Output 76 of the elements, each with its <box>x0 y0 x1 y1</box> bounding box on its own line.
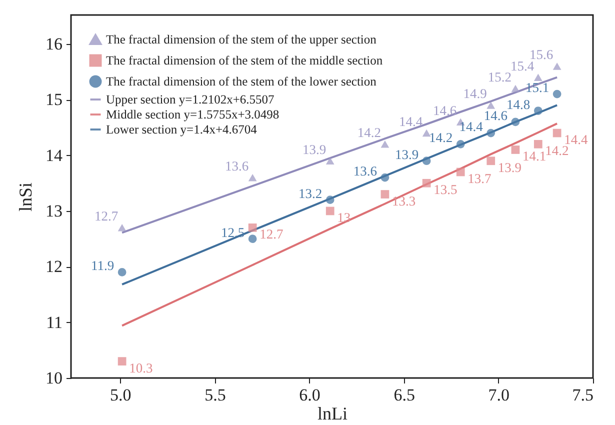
point <box>511 84 520 92</box>
point <box>511 118 520 126</box>
data-label: 12.5 <box>220 224 245 240</box>
y-tick-label: 12 <box>46 257 62 276</box>
x-tick-label: 7.0 <box>488 386 510 404</box>
point <box>552 128 562 138</box>
data-label: 11.9 <box>90 258 114 274</box>
point <box>534 74 542 81</box>
point <box>118 224 126 232</box>
x-axis-title: lnLi <box>318 404 348 424</box>
x-tick-label: 5.5 <box>204 386 226 404</box>
point <box>486 156 496 166</box>
data-label: 13.5 <box>434 182 458 198</box>
data-label: 14.8 <box>506 96 530 112</box>
y-tick-label: 15 <box>46 90 62 110</box>
point <box>422 129 431 137</box>
legend-label: Middle section y=1.5755x+3.0498 <box>106 108 280 122</box>
data-label: 14.2 <box>428 130 453 146</box>
point <box>534 106 542 115</box>
point <box>248 174 257 182</box>
data-label: 10.3 <box>129 360 153 376</box>
data-label: 13.7 <box>468 171 492 186</box>
y-tick-label: 14 <box>46 146 63 165</box>
data-label: 14.2 <box>357 125 381 140</box>
data-label: 13.2 <box>298 186 322 201</box>
point <box>552 62 562 70</box>
data-label: 12.7 <box>260 226 284 242</box>
y-tick-label: 10 <box>46 368 62 388</box>
data-label: 13.9 <box>498 160 522 175</box>
point <box>534 140 542 148</box>
point <box>326 157 334 164</box>
point <box>326 196 334 204</box>
point <box>248 234 257 243</box>
data-label: 14.4 <box>459 119 484 134</box>
data-label: 13.6 <box>353 164 378 179</box>
data-label: 12.7 <box>94 208 118 224</box>
point <box>422 156 431 166</box>
point <box>486 128 496 138</box>
y-tick-label: 16 <box>46 34 62 54</box>
data-label: 13.9 <box>394 146 419 162</box>
legend-label: The fractal dimension of the stem of the upper section <box>106 32 378 46</box>
data-label: 13 <box>337 210 351 225</box>
data-label: 15.1 <box>525 80 550 96</box>
point <box>552 90 562 98</box>
point <box>380 190 390 198</box>
point <box>118 357 126 366</box>
legend-label: Lower section y=1.4x+4.6704 <box>106 122 258 136</box>
point <box>380 173 390 182</box>
x-tick-label: 5.0 <box>110 386 132 404</box>
point <box>248 223 257 232</box>
data-label: 14.6 <box>484 108 508 123</box>
data-label: 13.6 <box>224 158 249 174</box>
legend-label: The fractal dimension of the stem of the middle section <box>106 54 384 68</box>
y-tick-label: 13 <box>46 201 62 220</box>
x-tick-label: 7.5 <box>572 386 594 404</box>
data-label: 14.9 <box>463 86 488 102</box>
data-label: 14.1 <box>522 148 546 164</box>
y-tick-label: 11 <box>46 312 62 332</box>
point <box>326 206 334 216</box>
data-label: 13.3 <box>392 193 416 208</box>
y-axis-title: lnSi <box>16 182 36 212</box>
x-tick-label: 6.0 <box>299 386 320 404</box>
legend-label: Upper section y=1.2102x+6.5507 <box>106 92 274 106</box>
legend-label: The fractal dimension of the stem of the lower section <box>106 74 378 88</box>
point <box>118 268 126 276</box>
point <box>511 146 520 154</box>
data-label: 15.2 <box>488 69 512 84</box>
point <box>486 102 496 109</box>
point <box>422 178 431 188</box>
data-label: 14.4 <box>398 114 423 130</box>
point <box>380 140 390 148</box>
data-label: 13.9 <box>302 142 326 157</box>
data-label: 14.6 <box>432 102 457 118</box>
x-tick-label: 6.5 <box>394 386 415 404</box>
point <box>456 168 465 176</box>
point <box>456 140 465 148</box>
